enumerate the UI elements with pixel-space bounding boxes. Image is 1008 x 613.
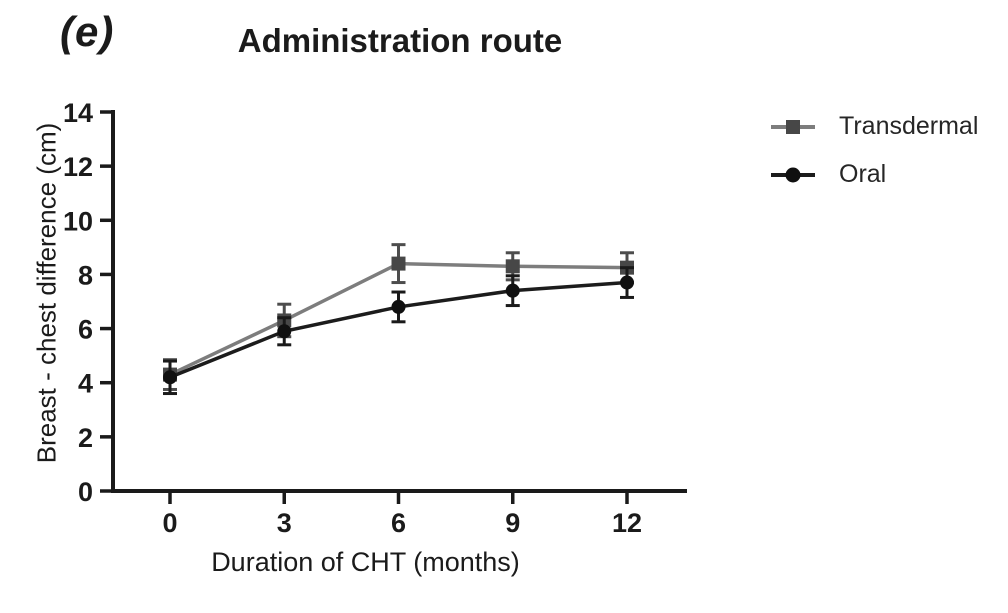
y-tick-label: 10 (63, 206, 93, 236)
y-tick-label: 4 (78, 369, 93, 399)
y-tick-label: 14 (63, 98, 93, 128)
legend-label-oral: Oral (839, 160, 887, 188)
x-tick-label: 3 (277, 508, 292, 538)
data-point-circle-oral (505, 283, 520, 298)
x-axis-title: Duration of CHT (months) (211, 547, 520, 577)
legend: Transdermal Oral (770, 112, 978, 189)
x-tick-label: 6 (391, 508, 406, 538)
x-tick-label: 9 (505, 508, 520, 538)
legend-item-transdermal: Transdermal (770, 112, 978, 141)
data-point-circle-oral (277, 324, 292, 339)
x-tick-label: 12 (612, 508, 642, 538)
y-tick-label: 0 (78, 477, 93, 507)
panel-label: (e) (60, 8, 115, 55)
y-tick-label: 12 (63, 152, 93, 182)
data-point-circle-oral (391, 299, 406, 314)
data-point-circle-oral (620, 275, 634, 290)
legend-label-transdermal: Transdermal (839, 112, 979, 140)
data-point-circle-oral (163, 370, 177, 385)
transdermal-square-marker-icon (771, 119, 815, 134)
legend-item-oral: Oral (770, 160, 978, 189)
oral-circle-marker-icon (771, 167, 815, 182)
x-tick-label: 0 (162, 508, 177, 538)
y-tick-label: 6 (78, 315, 93, 345)
data-point-square-transdermal (391, 256, 406, 271)
y-tick-label: 8 (78, 260, 93, 290)
y-tick-label: 2 (78, 423, 93, 453)
chart-title: Administration route (237, 22, 563, 59)
data-point-square-transdermal (505, 259, 520, 274)
